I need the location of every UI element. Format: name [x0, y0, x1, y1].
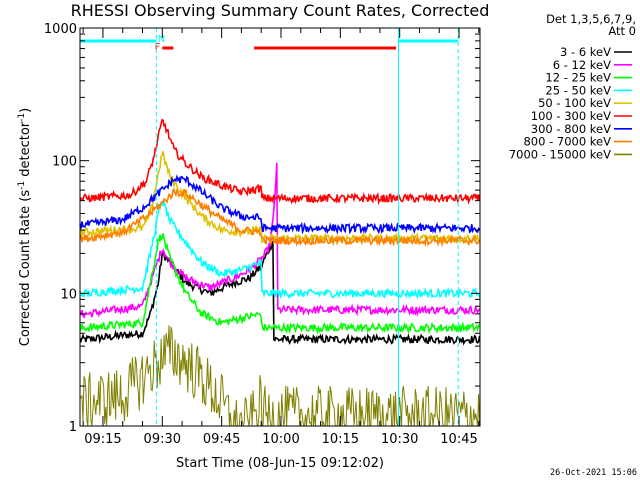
status-label: N — [158, 34, 165, 45]
legend-label-12-25-kev: 12 - 25 keV — [545, 71, 611, 85]
legend-label-800-7000-kev: 800 - 7000 keV — [523, 135, 611, 149]
y-axis-label-superscript: -1 — [17, 181, 27, 190]
chart-series-group — [79, 118, 481, 427]
y-axis-label-superscript: -1 — [17, 113, 27, 122]
status-label: F — [155, 42, 161, 53]
legend-label-25-50-kev: 25 - 50 keV — [545, 83, 611, 97]
legend-label-300-800-kev: 300 - 800 keV — [531, 122, 611, 136]
series-line-100-300-kev — [79, 118, 481, 206]
y-tick-label: 10 — [60, 287, 77, 302]
chart-status-group: NF — [80, 28, 459, 426]
y-axis-label-text: detector — [18, 121, 33, 181]
legend-label-50-100-kev: 50 - 100 keV — [538, 96, 611, 110]
series-line-3-6-kev — [79, 240, 481, 346]
x-tick-label: 10:30 — [381, 432, 418, 447]
x-tick-label: 09:45 — [203, 432, 240, 447]
x-axis-label: Start Time (08-Jun-15 09:12:02) — [176, 456, 384, 471]
legend-header-line: Det 1,3,5,6,7,9, — [546, 12, 636, 26]
legend-label-3-6-kev: 3 - 6 keV — [560, 45, 611, 59]
y-axis-label: Corrected Count Rate (s-1 detector-1) — [17, 108, 33, 346]
legend-header-line: Att 0 — [608, 24, 636, 38]
y-tick-label: 1 — [69, 420, 77, 435]
legend-label-6-12-kev: 6 - 12 keV — [553, 58, 611, 72]
chart-axes-group: 1 10 100 1000 09:15 09:30 09:45 10:00 10:15 10:30… — [44, 22, 480, 447]
plot-frame — [79, 27, 481, 427]
x-tick-label: 10:15 — [322, 432, 359, 447]
series-line-300-800-kev — [79, 174, 481, 235]
series-line-25-50-kev — [79, 198, 481, 300]
y-tick-label: 1000 — [44, 22, 77, 37]
x-tick-label: 09:15 — [84, 432, 121, 447]
series-line-6-12-kev — [79, 162, 481, 319]
timestamp: 26-Oct-2021 15:06 — [550, 468, 637, 478]
series-line-800-7000-kev — [79, 188, 481, 248]
x-tick-label: 10:45 — [440, 432, 477, 447]
x-tick-label: 10:00 — [262, 432, 299, 447]
y-axis-label-text: Corrected Count Rate (s — [18, 190, 33, 347]
chart-title: RHESSI Observing Summary Count Rates, Co… — [71, 1, 490, 20]
x-tick-label: 09:30 — [144, 432, 181, 447]
y-tick-label: 100 — [52, 155, 77, 170]
y-axis-label-text: ) — [18, 108, 33, 113]
legend-label-7000-15000-kev: 7000 - 15000 keV — [509, 147, 611, 161]
series-line-12-25-kev — [79, 233, 481, 335]
legend-label-100-300-kev: 100 - 300 keV — [531, 109, 611, 123]
